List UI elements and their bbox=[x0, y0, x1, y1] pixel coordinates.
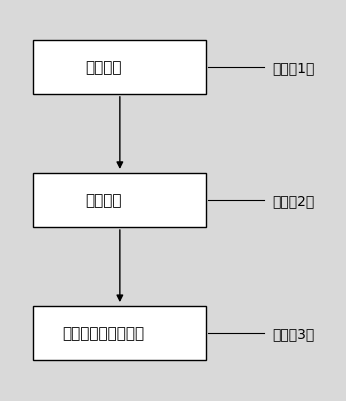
Text: 步骤（3）: 步骤（3） bbox=[273, 326, 315, 340]
Text: 延时测量: 延时测量 bbox=[85, 193, 121, 208]
Bar bbox=[34, 306, 206, 360]
Bar bbox=[34, 174, 206, 227]
Text: 步骤（2）: 步骤（2） bbox=[273, 194, 315, 207]
Text: 校准测量: 校准测量 bbox=[85, 60, 121, 75]
Bar bbox=[34, 41, 206, 95]
Text: 步骤（1）: 步骤（1） bbox=[273, 61, 315, 75]
Text: 计算变频器绝对延时: 计算变频器绝对延时 bbox=[62, 326, 144, 341]
